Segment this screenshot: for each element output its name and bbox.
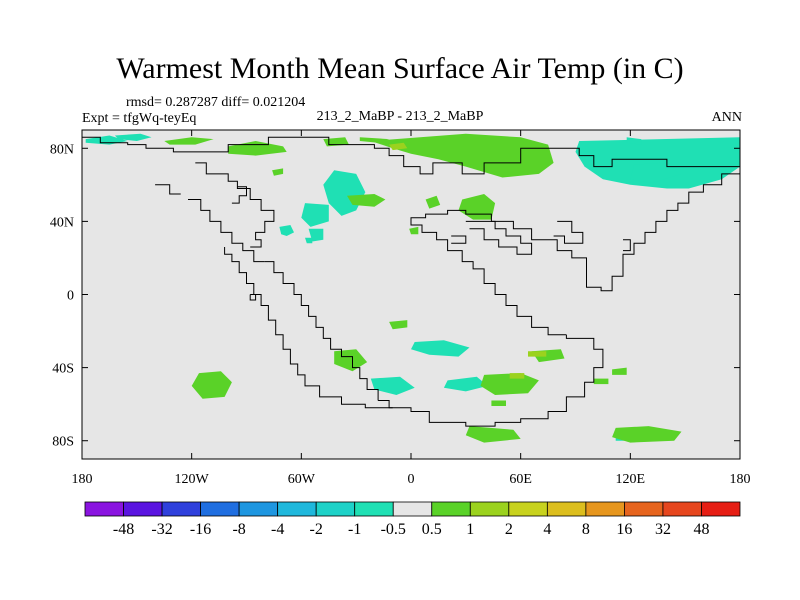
coastline-6 [378,334,604,427]
stats-text: rmsd= 0.287287 diff= 0.021204 [126,95,306,110]
anomaly-region-32 [612,426,682,443]
coastline-12 [623,239,631,252]
axis-ticks: 180 120W 60W 0 60E 120E 180 80N 40N 0 40S 80S [50,130,751,487]
coastline-5 [264,261,379,401]
coastline-3 [188,199,265,263]
case-subtitle: 213_2_MaBP - 213_2_MaBP [316,109,484,124]
colorbar-box-16 [701,501,741,517]
y-tick-label-1: 40N [50,215,74,230]
map-background [82,130,740,459]
coastline-9 [465,220,533,255]
x-tick-label-0: 180 [72,472,93,487]
x-tick-label-1: 120W [175,472,210,487]
coastline-0 [82,136,740,175]
anomaly-region-13 [626,137,642,145]
x-tick-label-3: 0 [408,472,415,487]
colorbar-box-9 [431,501,471,517]
colorbar-box-10 [469,501,510,517]
anomaly-region-11 [443,376,488,392]
anomaly-region-18 [370,133,554,178]
anomaly-region-3 [301,203,329,227]
page-title: Warmest Month Mean Surface Air Temp (in … [116,52,684,85]
colorbar-box-14 [624,501,664,517]
y-tick-label-3: 40S [52,362,74,377]
colorbar-box-8 [392,501,433,517]
colorbar-box-5 [277,501,317,517]
anomaly-region-28 [191,371,232,399]
colorbar-box-4 [238,501,279,517]
colorbar: -48 -32 -16 -8 -4 -2 -1 -0.5 0.5 1 2 4 8 16 32 48 [84,501,741,538]
x-tick-label-6: 180 [730,472,751,487]
y-tick-label-4: 80S [52,435,74,450]
colorbar-label-6: -1 [348,521,361,538]
anomaly-region-9 [411,340,470,357]
colorbar-box-15 [662,501,702,517]
anomaly-region-22 [425,195,441,209]
anomaly-region-7 [575,137,740,189]
colorbar-box-0 [84,501,124,517]
anomaly-region-25 [389,320,408,330]
x-tick-label-5: 120E [616,472,646,487]
x-tick-label-2: 60W [288,472,316,487]
colorbar-box-6 [315,501,356,517]
anomaly-region-10 [370,376,415,395]
anomaly-region-37 [528,351,547,357]
colorbar-label-13: 16 [616,521,632,538]
anomaly-region-34 [612,367,627,375]
anomaly-region-5 [279,225,294,236]
anomaly-region-19 [164,137,214,145]
anomaly-region-27 [334,349,368,372]
colorbar-box-13 [585,501,625,517]
coastline-4 [155,184,181,195]
coastline-2 [231,186,247,204]
colorbar-box-12 [546,501,587,517]
colorbar-label-0: -48 [113,521,134,538]
anomaly-region-8 [630,162,682,183]
anomaly-region-1 [114,133,152,141]
colorbar-label-8: 0.5 [422,521,442,538]
colorbar-box-11 [508,501,548,517]
colorbar-box-3 [200,501,240,517]
anomaly-region-31 [465,426,521,443]
colorbar-label-1: -32 [151,521,172,538]
anomaly-region-21 [347,194,386,207]
colorbar-label-12: 8 [582,521,590,538]
colorbar-label-7: -0.5 [381,521,406,538]
coastline-1 [195,162,275,248]
coastline-11 [553,220,584,244]
colorbar-label-4: -4 [271,521,284,538]
colorbar-box-7 [354,501,394,517]
colorbar-label-3: -8 [232,521,245,538]
colorbar-label-11: 4 [543,521,551,538]
colorbar-label-14: 32 [655,521,671,538]
x-tick-label-4: 60E [509,472,532,487]
colorbar-label-5: -2 [310,521,323,538]
coastline-13 [249,294,257,301]
experiment-label: Expt = tfgWq-teyEq [82,111,197,126]
coastline-8 [410,173,740,336]
colorbar-box-2 [161,501,201,517]
anomaly-region-23 [458,194,496,220]
colorbar-label-2: -16 [190,521,211,538]
colorbar-box-1 [123,501,163,517]
coastline-7 [224,247,393,409]
coastline-10 [451,235,467,244]
anomaly-region-24 [409,226,419,235]
y-tick-label-0: 80N [50,142,74,157]
anomaly-region-38 [509,373,525,379]
y-tick-label-2: 0 [67,289,74,304]
anomaly-region-33 [491,400,506,406]
colorbar-label-10: 2 [505,521,513,538]
anomaly-region-20 [272,168,284,176]
anomaly-region-36 [389,142,408,151]
coastline-outlines [82,136,740,427]
season-label: ANN [711,110,742,125]
anomaly-region-6 [305,237,313,244]
colorbar-label-15: 48 [693,521,709,538]
anomaly-region-29 [480,373,539,395]
anomaly-region-35 [593,378,609,385]
colorbar-label-9: 1 [466,521,474,538]
